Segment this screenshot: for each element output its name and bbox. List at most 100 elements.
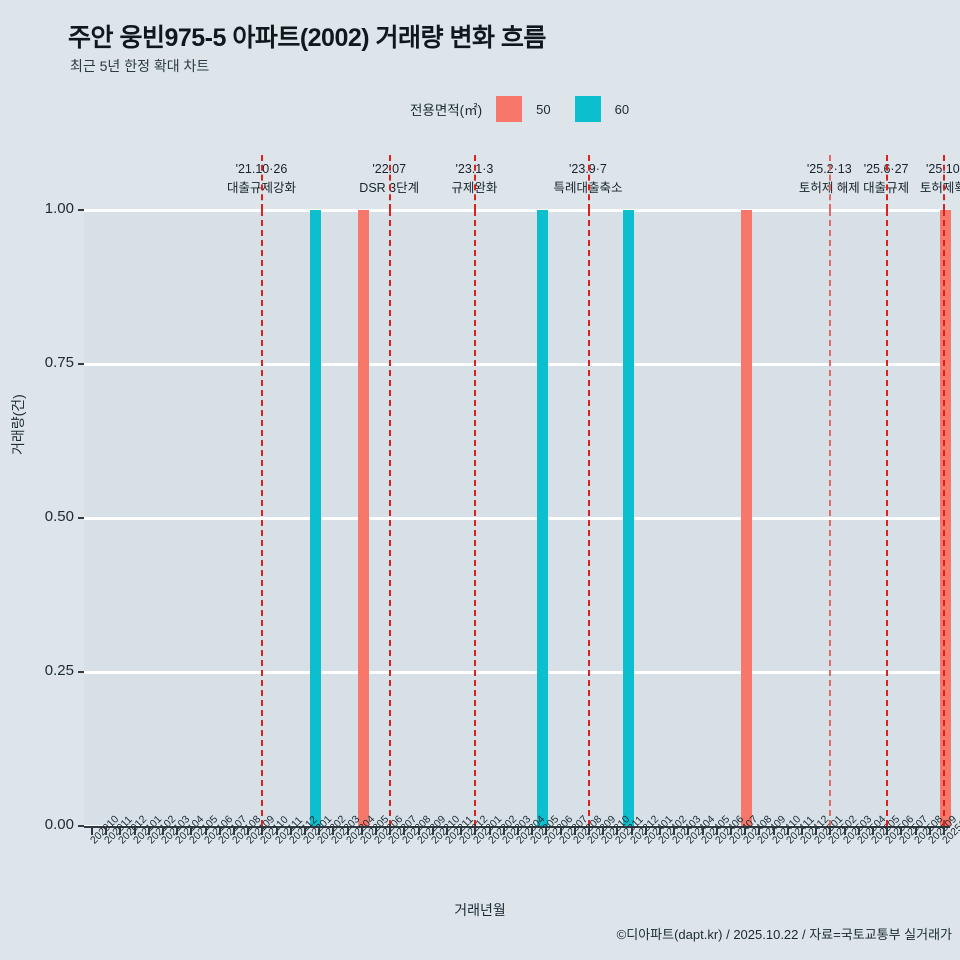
x-axis-tick-mark bbox=[460, 826, 463, 835]
x-axis-tick-mark bbox=[275, 826, 278, 835]
event-text: 토허제확 bbox=[919, 181, 960, 195]
x-axis-tick-mark bbox=[644, 826, 647, 835]
legend-swatch-50[interactable] bbox=[496, 96, 523, 122]
event-line-stub bbox=[587, 155, 590, 210]
x-axis-tick-mark bbox=[772, 826, 775, 835]
event-date: '22.07 bbox=[372, 162, 407, 176]
x-axis-tick-mark bbox=[162, 826, 165, 835]
x-axis-tick-mark bbox=[346, 826, 349, 835]
event-annotation: '22.07 DSR 3단계 bbox=[329, 160, 449, 198]
x-axis-tick-mark bbox=[233, 826, 236, 835]
x-axis-tick-mark bbox=[474, 826, 477, 835]
bar[interactable] bbox=[939, 210, 951, 826]
x-axis-tick-mark bbox=[446, 826, 449, 835]
event-annotation: '25.6·27 대출규제 bbox=[826, 160, 946, 198]
bar[interactable] bbox=[310, 210, 322, 826]
x-axis-tick-mark bbox=[488, 826, 491, 835]
chart-subtitle: 최근 5년 한정 확대 차트 bbox=[70, 58, 210, 74]
event-line-stub bbox=[389, 155, 392, 210]
x-axis-tick-mark bbox=[502, 826, 505, 835]
gridline bbox=[84, 670, 950, 674]
x-axis-tick-mark bbox=[375, 826, 378, 835]
event-line bbox=[942, 210, 945, 826]
event-line bbox=[587, 210, 590, 826]
x-axis-tick-mark bbox=[517, 826, 519, 835]
x-axis-tick-mark bbox=[289, 826, 292, 835]
x-axis-tick-mark bbox=[786, 826, 789, 835]
x-axis-tick-mark bbox=[190, 826, 193, 835]
event-annotation: '25.2·13 토허제 해제 bbox=[769, 160, 889, 198]
x-axis-tick-mark bbox=[247, 826, 250, 835]
x-axis-tick-mark bbox=[857, 826, 860, 835]
bar[interactable] bbox=[357, 210, 369, 826]
x-axis-label: 거래년월 bbox=[454, 902, 506, 918]
bar[interactable] bbox=[741, 210, 753, 826]
x-axis-tick-mark bbox=[332, 826, 335, 835]
x-axis-tick-mark bbox=[658, 826, 661, 835]
gridline bbox=[84, 362, 950, 366]
page-title: 주안 웅빈975-5 아파트(2002) 거래량 변화 흐름 bbox=[68, 24, 546, 52]
x-axis-tick-mark bbox=[871, 826, 874, 835]
event-line bbox=[886, 210, 889, 826]
event-text: 대출규제 bbox=[863, 181, 910, 195]
x-axis-tick-mark bbox=[602, 826, 605, 835]
event-line-stub bbox=[942, 155, 945, 210]
event-annotation: '21.10·26 대출규제강화 bbox=[201, 160, 321, 198]
x-axis-tick-mark bbox=[829, 826, 832, 835]
x-axis-tick-mark bbox=[531, 826, 534, 835]
x-axis-tick-mark bbox=[218, 826, 221, 835]
x-axis-tick-mark bbox=[545, 826, 548, 835]
x-axis-tick-mark bbox=[204, 826, 207, 835]
y-axis-label: 거래량(건) bbox=[10, 394, 26, 455]
event-date: '25.6·27 bbox=[863, 162, 909, 176]
legend-label-60: 60 bbox=[614, 101, 630, 117]
chart-legend: 전용면적(㎡) 50 60 bbox=[410, 96, 653, 122]
x-axis-tick-mark bbox=[318, 826, 321, 835]
x-axis-tick-mark bbox=[176, 826, 179, 835]
event-text: 토허제 해제 bbox=[798, 181, 860, 195]
legend-swatch-60[interactable] bbox=[574, 96, 601, 122]
event-text: 특례대출축소 bbox=[553, 181, 623, 195]
x-axis-tick-mark bbox=[843, 826, 846, 835]
bar[interactable] bbox=[622, 210, 634, 826]
x-axis-tick-mark bbox=[630, 826, 633, 835]
y-axis-tick-label: 0.25 bbox=[44, 662, 74, 679]
x-axis-tick-mark bbox=[304, 826, 307, 835]
event-text: 대출규제강화 bbox=[226, 181, 296, 195]
x-axis-tick-mark bbox=[133, 826, 136, 835]
event-text: 규제완화 bbox=[451, 181, 498, 195]
event-date: '25.10 bbox=[926, 162, 960, 176]
x-axis-tick-mark bbox=[673, 826, 676, 835]
y-axis-tick-label: 0.75 bbox=[44, 354, 74, 371]
x-axis-tick-mark bbox=[758, 826, 761, 835]
x-axis-tick-mark bbox=[942, 826, 945, 835]
event-line bbox=[389, 210, 392, 826]
event-date: '25.2·13 bbox=[806, 162, 852, 176]
x-axis-tick-mark bbox=[900, 826, 903, 835]
x-axis-tick-mark bbox=[701, 826, 704, 835]
x-axis-tick-mark bbox=[403, 826, 406, 835]
event-line-stub bbox=[886, 155, 889, 210]
y-axis-tick-label: 0.50 bbox=[44, 508, 74, 525]
x-axis-tick-mark bbox=[729, 826, 732, 835]
x-axis-tick-mark bbox=[914, 826, 917, 835]
x-axis-tick-mark bbox=[744, 826, 747, 835]
x-axis-tick-mark bbox=[559, 826, 562, 835]
event-line-stub bbox=[261, 155, 264, 210]
x-axis-tick-mark bbox=[815, 826, 818, 835]
x-axis-tick-mark bbox=[431, 826, 434, 835]
x-axis-tick-mark bbox=[147, 826, 150, 835]
bar[interactable] bbox=[537, 210, 549, 826]
x-axis-tick-mark bbox=[105, 826, 108, 835]
y-axis-tick-label: 1.00 bbox=[44, 200, 74, 217]
y-axis-tick-mark bbox=[78, 209, 85, 211]
x-axis-tick-mark bbox=[616, 826, 619, 835]
x-axis-tick-mark bbox=[928, 826, 931, 835]
event-text: DSR 3단계 bbox=[359, 181, 420, 195]
event-line-stub bbox=[474, 155, 477, 210]
x-axis-tick-mark bbox=[91, 826, 94, 835]
legend-title: 전용면적(㎡) bbox=[410, 103, 483, 118]
x-axis-tick-mark bbox=[261, 826, 264, 835]
gridline bbox=[84, 516, 950, 520]
